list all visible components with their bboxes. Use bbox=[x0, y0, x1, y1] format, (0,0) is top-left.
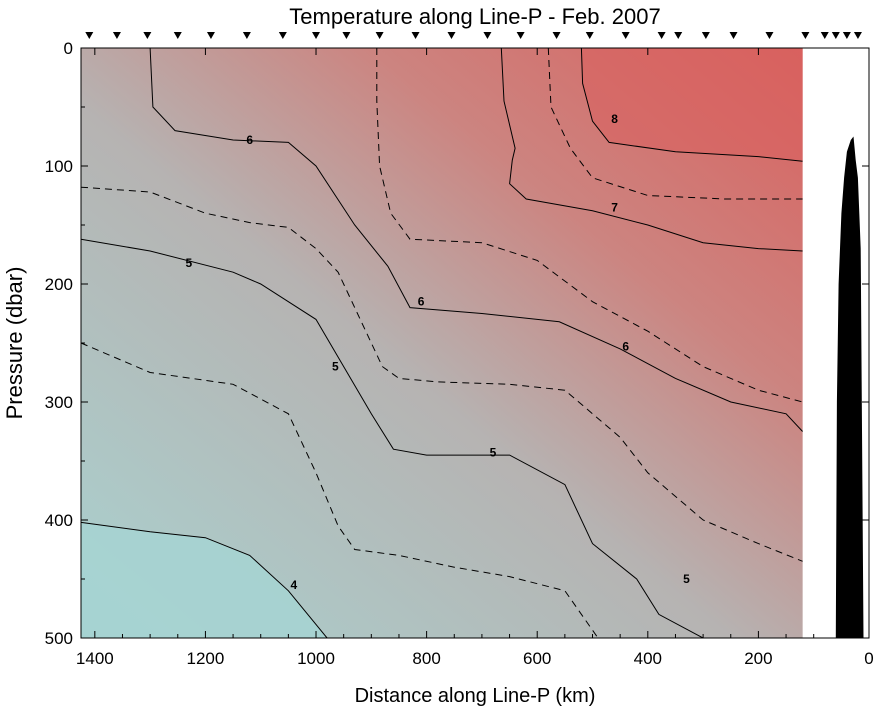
contour-line-7 bbox=[500, 47, 803, 252]
warm-core-region bbox=[581, 48, 803, 162]
contour-label: 6 bbox=[622, 340, 629, 354]
contour-line-4-5 bbox=[80, 342, 599, 639]
y-tick-label: 400 bbox=[45, 511, 73, 530]
station-marker bbox=[853, 32, 862, 39]
y-tick-label: 0 bbox=[64, 39, 73, 58]
x-tick-label: 1400 bbox=[76, 649, 114, 668]
contour-line-7-5 bbox=[547, 47, 803, 200]
seafloor-bathymetry bbox=[835, 136, 864, 638]
contour-label: 4 bbox=[291, 578, 298, 592]
station-marker bbox=[552, 32, 561, 39]
chart-title: Temperature along Line-P - Feb. 2007 bbox=[289, 4, 660, 29]
station-marker bbox=[842, 32, 851, 39]
contour-label: 8 bbox=[611, 112, 618, 126]
station-marker bbox=[820, 32, 829, 39]
station-marker bbox=[85, 32, 94, 39]
station-marker bbox=[112, 32, 121, 39]
station-marker bbox=[674, 32, 683, 39]
x-tick-label: 400 bbox=[634, 649, 662, 668]
y-tick-label: 100 bbox=[45, 157, 73, 176]
contour-label: 5 bbox=[683, 572, 690, 586]
x-tick-label: 0 bbox=[864, 649, 873, 668]
station-marker bbox=[483, 32, 492, 39]
station-marker bbox=[585, 32, 594, 39]
contour-line-4 bbox=[80, 521, 328, 639]
x-tick-label: 1000 bbox=[297, 649, 335, 668]
x-tick-label: 600 bbox=[523, 649, 551, 668]
x-tick-label: 800 bbox=[412, 649, 440, 668]
contour-label: 6 bbox=[246, 133, 253, 147]
station-marker bbox=[242, 32, 251, 39]
contour-line-6 bbox=[149, 47, 803, 432]
station-marker bbox=[411, 32, 420, 39]
y-axis-label: Pressure (dbar) bbox=[2, 267, 27, 420]
station-marker bbox=[206, 32, 215, 39]
y-tick-label: 500 bbox=[45, 629, 73, 648]
station-marker bbox=[312, 32, 321, 39]
y-tick-label: 300 bbox=[45, 393, 73, 412]
plot-area: 8 7 6 5 4 6 5 6 5 5 1400 1200 1000 800 600 400 200 0 0 100 2… bbox=[45, 32, 874, 668]
station-marker bbox=[516, 32, 525, 39]
station-marker bbox=[765, 32, 774, 39]
y-tick-label: 200 bbox=[45, 275, 73, 294]
contour-label: 5 bbox=[185, 256, 192, 270]
contour-label: 5 bbox=[490, 446, 497, 460]
contour-label: 7 bbox=[611, 200, 618, 214]
station-marker bbox=[173, 32, 182, 39]
station-marker bbox=[278, 32, 287, 39]
station-marker bbox=[729, 32, 738, 39]
station-marker bbox=[447, 32, 456, 39]
contour-label: 5 bbox=[332, 360, 339, 374]
contour-line-5 bbox=[80, 238, 704, 639]
x-axis-label: Distance along Line-P (km) bbox=[355, 685, 596, 707]
contour-line-5-5 bbox=[80, 186, 803, 562]
x-tick-label: 200 bbox=[744, 649, 772, 668]
x-tick-label: 1200 bbox=[187, 649, 225, 668]
station-marker bbox=[831, 32, 840, 39]
contour-line-8 bbox=[580, 47, 803, 162]
station-marker bbox=[801, 32, 810, 39]
station-marker bbox=[657, 32, 666, 39]
station-marker bbox=[701, 32, 710, 39]
contour-label: 6 bbox=[418, 295, 425, 309]
station-marker bbox=[342, 32, 351, 39]
station-marker bbox=[143, 32, 152, 39]
station-marker bbox=[375, 32, 384, 39]
cold-region bbox=[81, 522, 328, 638]
station-marker bbox=[621, 32, 630, 39]
